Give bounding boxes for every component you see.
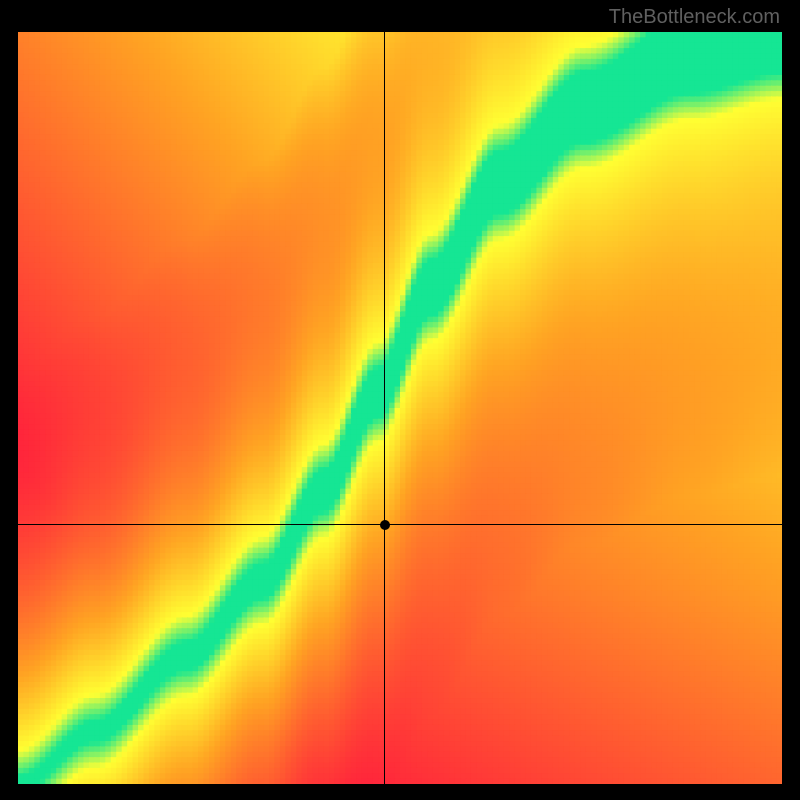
plot-area — [18, 32, 782, 784]
crosshair-horizontal — [18, 524, 782, 525]
chart-container: TheBottleneck.com — [0, 0, 800, 800]
selection-marker[interactable] — [380, 520, 390, 530]
crosshair-vertical — [384, 32, 385, 784]
watermark-text: TheBottleneck.com — [609, 6, 780, 29]
heatmap-canvas — [18, 32, 782, 784]
